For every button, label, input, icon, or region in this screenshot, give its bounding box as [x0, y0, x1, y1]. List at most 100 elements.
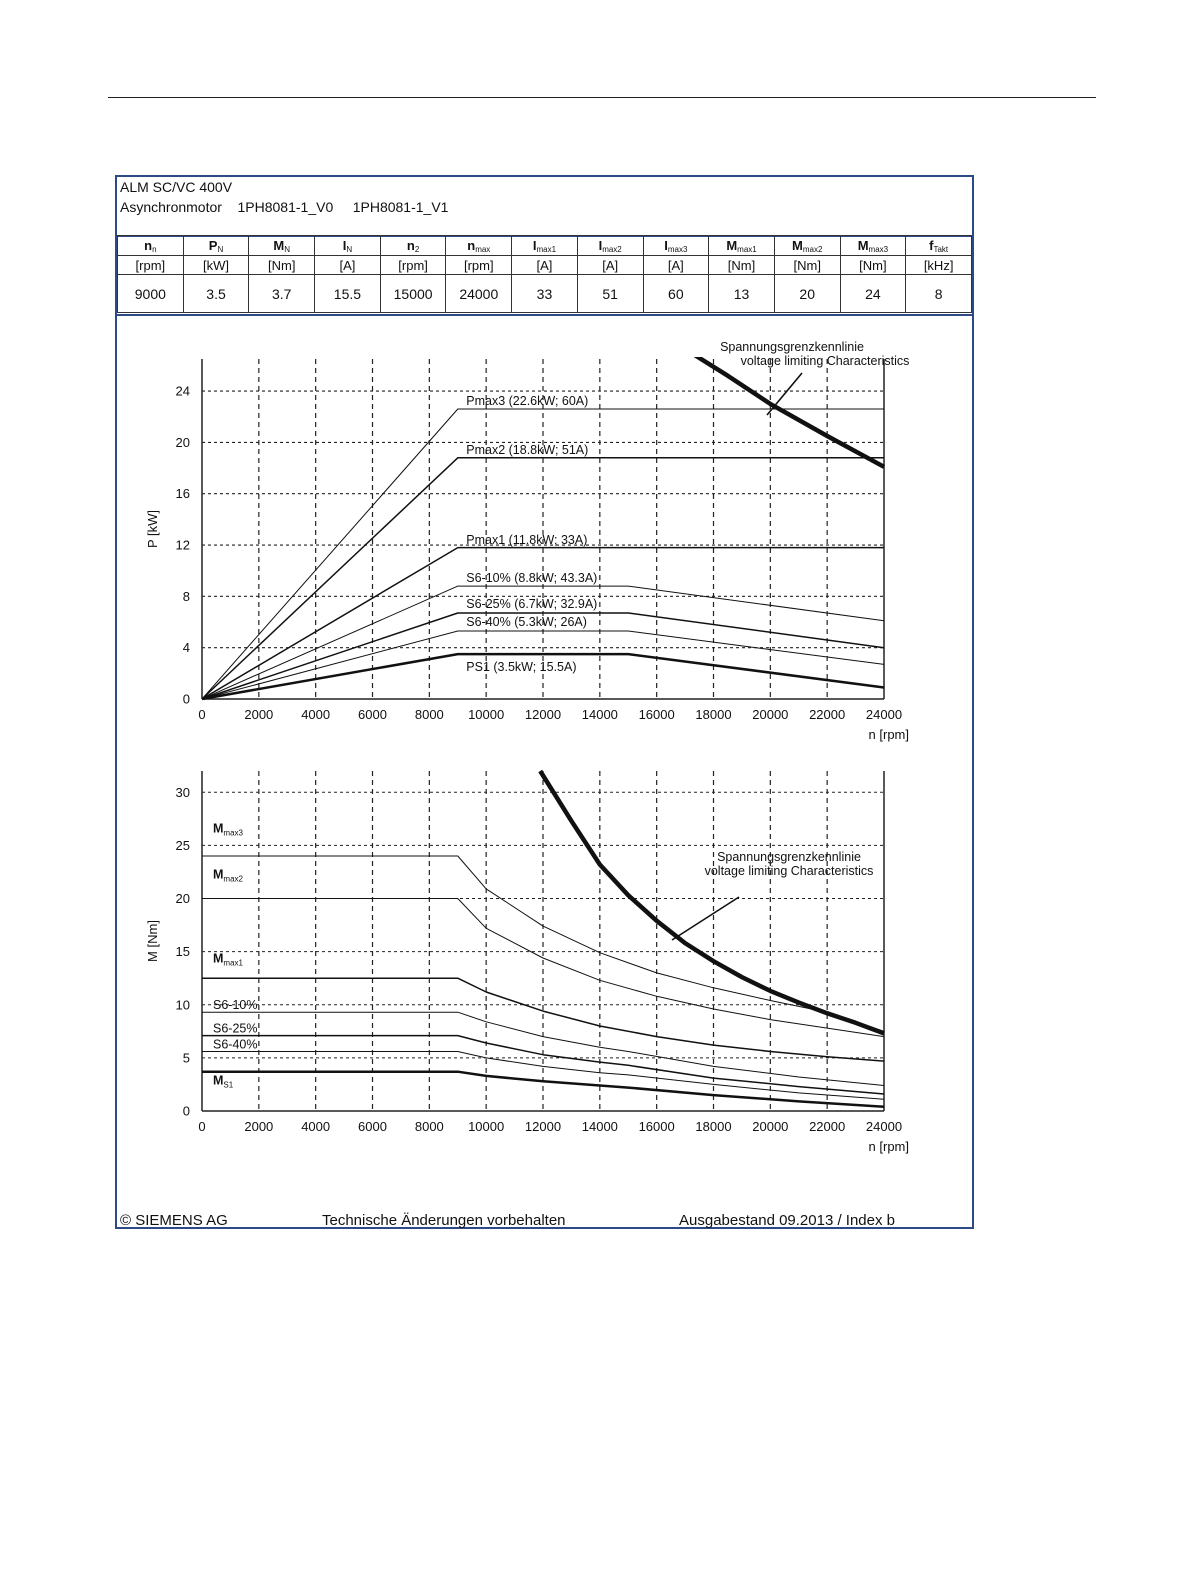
x-tick-label: 16000 [639, 707, 675, 722]
spec-value-cell: 51 [576, 274, 644, 313]
spec-unit-cell: [Nm] [708, 255, 775, 275]
x-tick-label: 4000 [301, 1119, 330, 1134]
spec-symbol-subscript: Takt [933, 244, 949, 254]
series-label-main: M [213, 951, 223, 965]
spec-value-cell: 24 [839, 274, 907, 313]
spec-unit-cell: [A] [576, 255, 644, 275]
y-tick-label: 24 [176, 384, 190, 399]
series-line [202, 1034, 885, 1095]
x-tick-label: 16000 [639, 1119, 675, 1134]
datasheet-header: ALM SC/VC 400V Asynchronmotor 1PH8081-1_… [117, 177, 972, 237]
x-tick-label: 20000 [752, 1119, 788, 1134]
series-label-subscript: max3 [223, 829, 243, 838]
motor-title: Asynchronmotor 1PH8081-1_V0 1PH8081-1_V1 [120, 199, 448, 215]
x-tick-label: 0 [198, 1119, 205, 1134]
power-chart: 0 2000 4000 6000 8000 10000 12000 14000 16000 180… [145, 340, 910, 742]
spec-value-cell: 8 [905, 274, 972, 313]
spec-symbol-cell: nmax [445, 235, 513, 256]
spec-symbol-cell: Mmax3 [839, 235, 907, 256]
series-label: S6-25% (6.7kW; 32.9A) [466, 597, 597, 611]
voltage-limit-annotation-en: voltage limiting Characteristics [741, 354, 910, 368]
x-tick-label: 2000 [244, 707, 273, 722]
series-line [538, 769, 885, 1036]
spec-symbol: I [598, 237, 603, 253]
spec-unit-cell: [Nm] [248, 255, 316, 275]
spec-value-cell: 15.5 [314, 274, 381, 313]
series-line [202, 977, 885, 1062]
x-tick-label: 14000 [582, 1119, 618, 1134]
series-label: Mmax1 [213, 951, 244, 967]
spec-symbol: n [144, 237, 153, 253]
supply-title: ALM SC/VC 400V [120, 179, 233, 195]
spec-value-row: 9000 3.5 3.7 15.5 15000 24000 33 51 60 13 20 24 8 [117, 274, 972, 313]
x-tick-label: 6000 [358, 707, 387, 722]
series-label-main: M [213, 867, 223, 881]
spec-symbol: n [406, 237, 415, 253]
series-line [202, 408, 884, 700]
y-tick-label: 20 [176, 435, 190, 450]
spec-value-cell: 20 [773, 274, 841, 313]
footer-notice: Technische Änderungen vorbehalten [322, 1212, 566, 1229]
x-tick-label: 12000 [525, 707, 561, 722]
series-line [202, 612, 885, 700]
spec-symbol-subscript: N [284, 244, 291, 254]
page-top-rule [108, 97, 1096, 98]
x-tick-label: 22000 [809, 1119, 845, 1134]
series-line [202, 855, 885, 1032]
series-line [202, 898, 885, 1038]
series-line [202, 1051, 885, 1100]
spec-symbol-cell: Imax1 [511, 235, 578, 256]
model-v0: 1PH8081-1_V0 [237, 199, 334, 215]
y-tick-label: 16 [176, 486, 190, 501]
series-label-main: S6-40% [213, 1037, 257, 1051]
series-label: Pmax3 (22.6kW; 60A) [466, 394, 588, 408]
spec-unit-cell: [kHz] [905, 255, 972, 275]
series-label-subscript: max2 [223, 874, 243, 883]
spec-symbol-subscript: N [217, 244, 224, 254]
series-label: S6-10% [213, 998, 257, 1012]
spec-symbol: M [726, 237, 738, 253]
footer-copyright: © SIEMENS AG [120, 1212, 228, 1229]
spec-symbol: I [664, 237, 668, 253]
spec-unit-cell: [rpm] [117, 255, 184, 275]
x-tick-label: 18000 [695, 1119, 731, 1134]
spec-unit-cell: [Nm] [773, 255, 841, 275]
series-label-subscript: max1 [223, 958, 243, 967]
series-label: Pmax1 (11.8kW; 33A) [466, 533, 587, 547]
series-label-subscript: S1 [223, 1080, 233, 1089]
x-tick-label: 4000 [301, 707, 330, 722]
spec-value-cell: 33 [511, 274, 578, 313]
x-tick-label: 24000 [866, 707, 902, 722]
x-tick-label: 8000 [415, 1119, 444, 1134]
spec-symbol-subscript: max1 [536, 244, 557, 254]
torque-chart: 0 2000 4000 6000 8000 10000 12000 14000 16000 180… [145, 769, 909, 1154]
spec-unit-cell: [A] [511, 255, 578, 275]
x-tick-label: 20000 [752, 707, 788, 722]
voltage-limit-annotation-de: Spannungsgrenzkennlinie [717, 850, 861, 864]
y-tick-label: 20 [176, 891, 190, 906]
x-axis-label: n [rpm] [869, 727, 909, 742]
spec-symbol-cell: Imax3 [642, 235, 710, 256]
series-label: S6-40% (5.3kW; 26A) [466, 615, 587, 629]
series-line [202, 546, 884, 700]
series-label: PS1 (3.5kW; 15.5A) [466, 660, 576, 674]
spec-symbol-cell: Mmax1 [708, 235, 775, 256]
x-axis-label: n [rpm] [869, 1139, 909, 1154]
series-line [693, 357, 886, 469]
series-label: S6-40% [213, 1037, 257, 1051]
series-label: Pmax2 (18.8kW; 51A) [466, 443, 588, 457]
spec-symbol: M [857, 237, 869, 253]
spec-symbol: M [792, 237, 803, 253]
spec-symbol: n [467, 237, 476, 253]
y-tick-label: 4 [183, 640, 190, 655]
footer-edition: Ausgabestand 09.2013 / Index b [679, 1212, 896, 1229]
series-label: Mmax2 [213, 867, 244, 883]
spec-unit-cell: [rpm] [379, 255, 447, 275]
x-tick-label: 18000 [695, 707, 731, 722]
spec-symbol-cell: n2 [379, 235, 447, 256]
series-label-main: M [213, 822, 223, 836]
y-tick-label: 0 [183, 1104, 190, 1119]
x-tick-label: 24000 [866, 1119, 902, 1134]
series-label: S6-25% [213, 1021, 257, 1035]
spec-unit-cell: [rpm] [445, 255, 513, 275]
